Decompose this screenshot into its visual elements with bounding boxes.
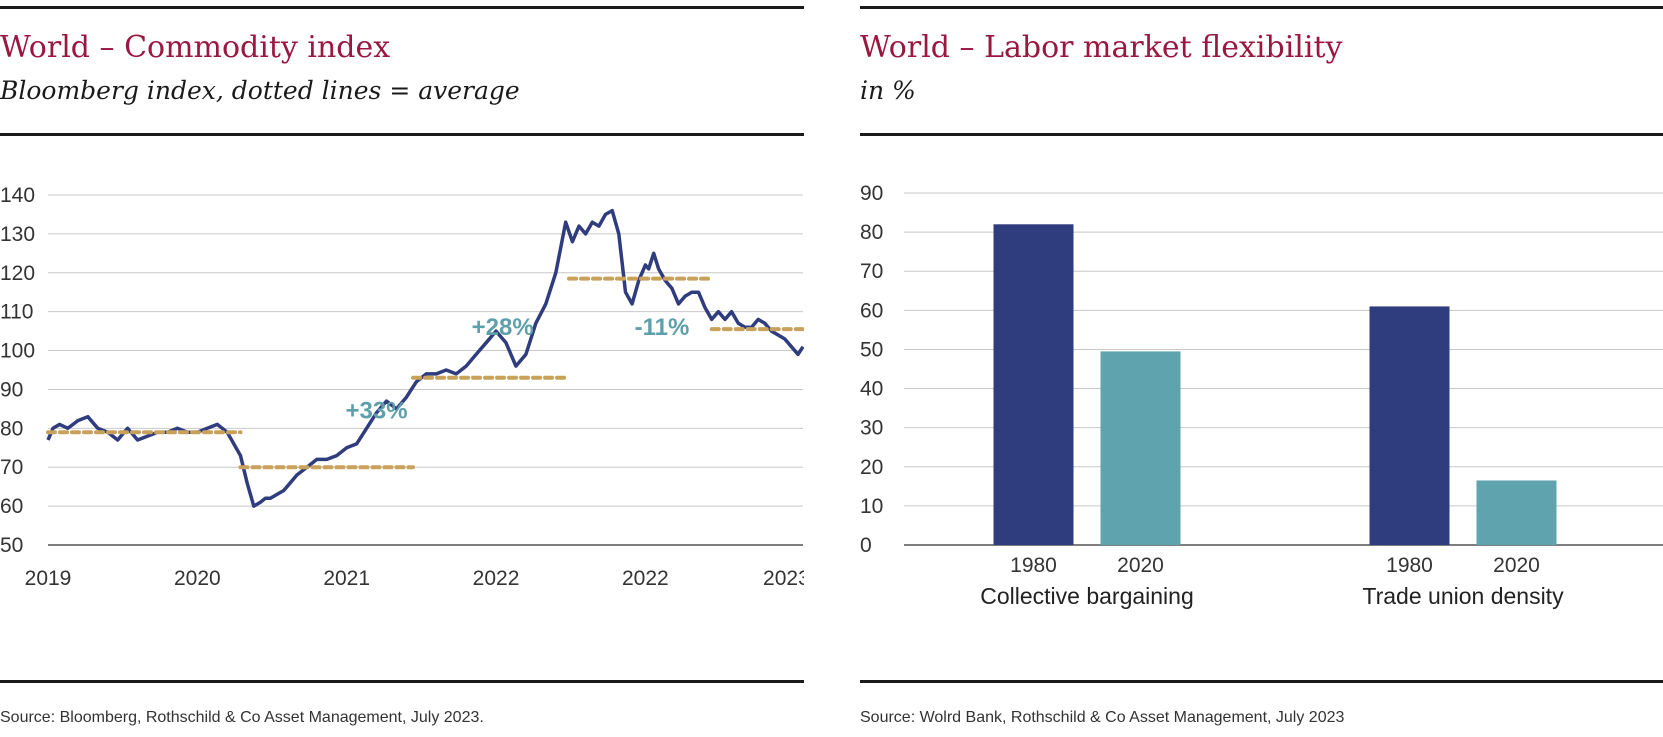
commodity-source-note: Source: Bloomberg, Rothschild & Co Asset… <box>0 709 484 726</box>
y-tick-label: 80 <box>860 221 883 244</box>
y-tick-label: 40 <box>860 378 883 401</box>
y-tick-label: 20 <box>860 456 883 479</box>
commodity-index-line <box>46 208 804 508</box>
bar-year-label: 1980 <box>1386 554 1433 577</box>
bar <box>993 224 1074 545</box>
x-tick-label: 2020 <box>174 567 221 590</box>
x-tick-label: 2019 <box>25 567 72 590</box>
bar-year-label: 2020 <box>1493 554 1540 577</box>
commodity-line-chart: 50 60 70 80 90 100 110 120 130 140 2019 2020 2021 202… <box>0 184 804 590</box>
header-rule <box>860 133 1663 136</box>
commodity-chart-subtitle: Bloomberg index, dotted lines = average <box>0 76 520 105</box>
y-tick-label: 120 <box>0 262 35 285</box>
header-rule <box>0 133 804 136</box>
y-tick-label: 50 <box>0 534 23 557</box>
footer-rule <box>860 680 1663 683</box>
y-tick-label: 0 <box>860 534 872 557</box>
labor-chart-title: World – Labor market flexibility <box>860 30 1343 65</box>
x-tick-label: 2023 <box>763 567 804 590</box>
top-rule <box>860 6 1663 9</box>
commodity-panel: World – Commodity index Bloomberg index,… <box>0 0 804 737</box>
footer-rule <box>0 680 804 683</box>
x-tick-label: 2022 <box>622 567 669 590</box>
y-tick-label: 90 <box>0 378 23 401</box>
y-tick-label: 130 <box>0 223 35 246</box>
bar <box>1100 351 1181 545</box>
labor-source-note: Source: Wolrd Bank, Rothschild & Co Asse… <box>860 709 1345 726</box>
y-tick-label: 110 <box>0 301 33 324</box>
category-label: Trade union density <box>1362 583 1564 609</box>
y-tick-label: 60 <box>0 495 23 518</box>
top-rule <box>0 6 804 9</box>
category-label: Collective bargaining <box>980 583 1194 609</box>
y-tick-label: 90 <box>860 182 883 205</box>
commodity-chart-title: World – Commodity index <box>0 30 391 65</box>
change-annotation: -11% <box>635 314 690 341</box>
y-tick-label: 100 <box>0 340 35 363</box>
y-tick-label: 50 <box>860 338 883 361</box>
y-tick-label: 140 <box>0 184 35 207</box>
y-tick-label: 70 <box>0 456 23 479</box>
bar-year-label: 1980 <box>1010 554 1057 577</box>
change-annotation: +33% <box>346 398 408 425</box>
x-tick-label: 2021 <box>323 567 370 590</box>
labor-chart-subtitle: in % <box>860 76 916 105</box>
y-tick-label: 60 <box>860 299 883 322</box>
y-tick-label: 70 <box>860 260 883 283</box>
labor-panel: World – Labor market flexibility in % 0 1… <box>860 0 1663 737</box>
x-tick-label: 2022 <box>473 567 520 590</box>
bar <box>1369 306 1450 545</box>
labor-bar-chart: 0 10 20 30 40 50 60 70 80 90 1980 2020 Collective ba… <box>860 182 1663 609</box>
bar <box>1476 480 1557 545</box>
change-annotation: +28% <box>472 314 534 341</box>
y-tick-label: 30 <box>860 417 883 440</box>
y-tick-label: 10 <box>860 495 883 518</box>
bar-year-label: 2020 <box>1117 554 1164 577</box>
y-tick-label: 80 <box>0 417 23 440</box>
